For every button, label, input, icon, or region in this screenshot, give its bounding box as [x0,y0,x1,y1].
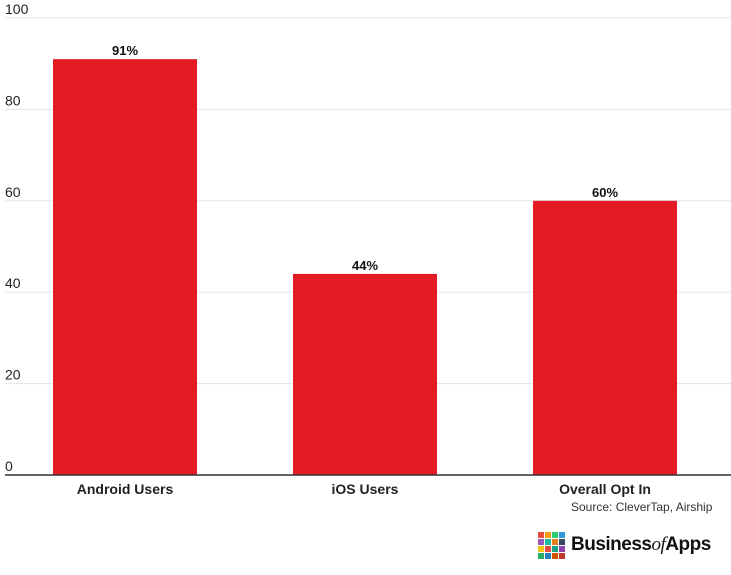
logo-tile [545,545,551,552]
logo-tile [538,538,544,545]
x-category-label: Overall Opt In [559,481,651,497]
bar-data-label: 91% [112,43,138,58]
logo-tile [545,552,551,559]
logo-tile [559,545,565,552]
logo-tile [545,531,551,538]
x-category-label: iOS Users [332,481,399,497]
logo-tile [552,545,558,552]
source-note: Source: CleverTap, Airship [571,500,713,514]
logo-tile [559,538,565,545]
logo-tile [552,531,558,538]
logo-text: BusinessofApps [571,534,711,556]
y-tick-label: 60 [5,184,21,200]
logo-tile [559,531,565,538]
category-labels: Android Users iOS Users Overall Opt In [77,481,651,497]
logo-text-business: Business [571,534,652,555]
logo-tile [552,538,558,545]
bar [293,273,437,475]
bar-data-label: 60% [592,185,618,200]
y-tick-label: 80 [5,92,21,108]
x-category-label: Android Users [77,481,174,497]
y-tick-label: 20 [5,367,21,383]
y-tick-label: 100 [5,1,29,17]
logo-tile [538,552,544,559]
logo-text-apps: Apps [665,534,711,555]
y-axis-ticks: 0 20 40 60 80 100 [5,1,29,474]
bar-data-label: 44% [352,258,378,273]
y-tick-label: 0 [5,458,13,474]
logo-tile [552,552,558,559]
bar [53,59,197,475]
y-tick-label: 40 [5,275,21,291]
bar [533,200,677,476]
logo-tile [545,538,551,545]
businessofapps-logo: BusinessofApps [538,530,711,560]
logo-tile [538,545,544,552]
logo-tile [538,531,544,538]
data-labels: 91% 44% 60% [112,43,618,273]
logo-tile [559,552,565,559]
logo-mosaic-icon [538,531,565,559]
logo-text-of: of [651,534,666,555]
bars [53,59,677,476]
